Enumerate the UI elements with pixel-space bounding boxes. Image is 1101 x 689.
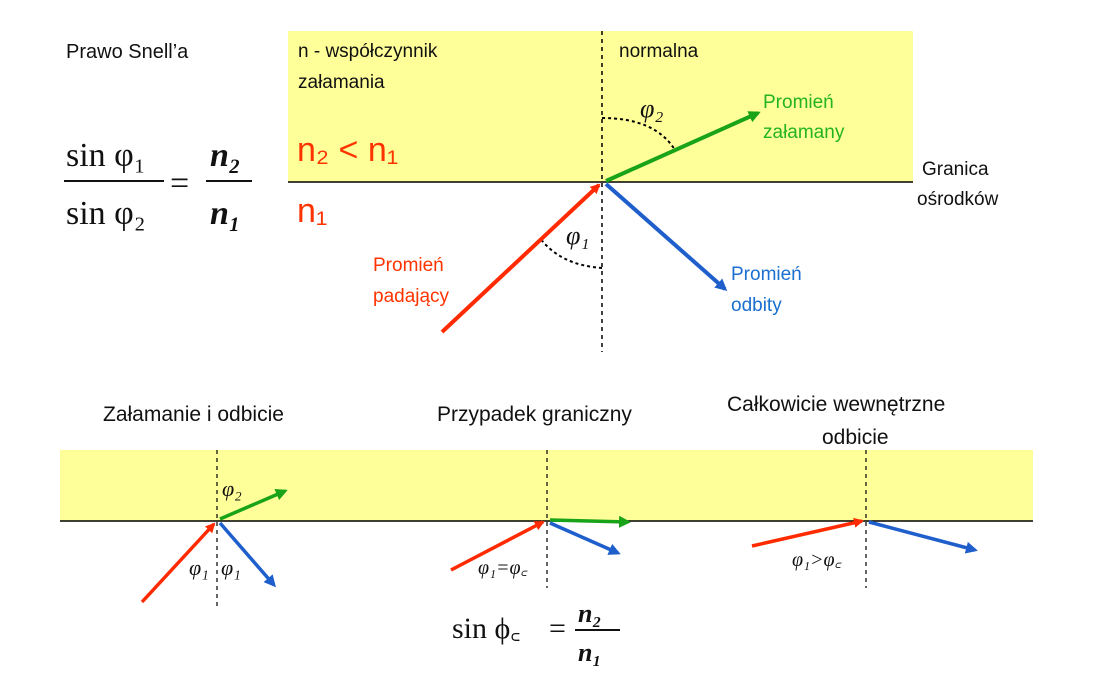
- reflected-ray: [604, 182, 728, 291]
- snell-formula: sin φ₁ sin φ₂ = n₂ n₁: [64, 137, 252, 232]
- n-definition-line2: załamania: [298, 72, 385, 93]
- normal-label: normalna: [619, 41, 699, 62]
- case2-title: Przypadek graniczny: [437, 403, 632, 426]
- case3-incident-ray: [751, 517, 864, 548]
- formula-num-right: n₂: [210, 137, 241, 174]
- n-definition-line1: n - współczynnik: [298, 41, 438, 62]
- incident-label-line1: Promień: [373, 255, 444, 276]
- critical-den: n₁: [578, 638, 602, 667]
- case1-phi1-left-label: φ₁: [189, 555, 209, 580]
- formula-equals: =: [170, 165, 189, 202]
- phi2-label: φ₂: [640, 94, 663, 123]
- formula-den-left: sin φ₂: [66, 195, 146, 232]
- phi1-arc: [539, 237, 603, 269]
- refracted-label-line2: załamany: [763, 122, 845, 143]
- case2-incident-ray: [450, 520, 545, 572]
- medium-n2-region: [288, 31, 913, 182]
- case-refraction-reflection: Załamanie i odbicie φ₂ φ₁ φ₁: [103, 403, 288, 608]
- boundary-label-line1: Granica: [922, 159, 989, 180]
- boundary-label-line2: ośrodków: [917, 189, 999, 210]
- critical-num: n₂: [578, 599, 602, 628]
- critical-lhs: sin ϕ꜀: [452, 612, 521, 645]
- case1-reflected-ray: [218, 521, 276, 588]
- refracted-label-line1: Promień: [763, 92, 834, 113]
- incident-ray: [440, 183, 601, 334]
- refracted-ray: [605, 111, 761, 183]
- formula-num-left: sin φ₁: [66, 137, 146, 174]
- case-critical-angle: Przypadek graniczny φ₁=φ꜀: [437, 403, 632, 588]
- case-total-internal-reflection: Całkowicie wewnętrzne odbicie φ₁>φ꜀: [727, 393, 978, 588]
- n1-label: n₁: [297, 192, 327, 230]
- case3-title-line1: Całkowicie wewnętrzne: [727, 393, 945, 416]
- case2-reflected-ray: [549, 521, 621, 555]
- case3-reflected-ray: [868, 520, 978, 554]
- reflected-label-line1: Promień: [731, 264, 802, 285]
- case1-title: Załamanie i odbicie: [103, 403, 284, 426]
- case1-phi2-label: φ₂: [222, 476, 242, 501]
- formula-den-right: n₁: [210, 195, 241, 232]
- critical-angle-formula: sin ϕ꜀ = n₂ n₁: [452, 599, 620, 667]
- reflected-label-line2: odbity: [731, 295, 782, 316]
- case1-phi1-right-label: φ₁: [221, 555, 241, 580]
- case1-refracted-ray: [219, 489, 288, 521]
- case3-title-line2: odbicie: [822, 426, 889, 449]
- phi1-label: φ₁: [566, 221, 589, 250]
- case3-angle-label: φ₁>φ꜀: [792, 549, 842, 571]
- critical-equals: =: [549, 612, 566, 645]
- n2-lt-n1-label: n₂ < n₁: [297, 131, 398, 169]
- incident-label-line2: padający: [373, 286, 450, 307]
- case1-incident-ray: [140, 522, 216, 604]
- case2-refracted-ray: [549, 515, 631, 528]
- title: Prawo Snell’a: [66, 41, 189, 63]
- case2-angle-label: φ₁=φ꜀: [478, 557, 528, 579]
